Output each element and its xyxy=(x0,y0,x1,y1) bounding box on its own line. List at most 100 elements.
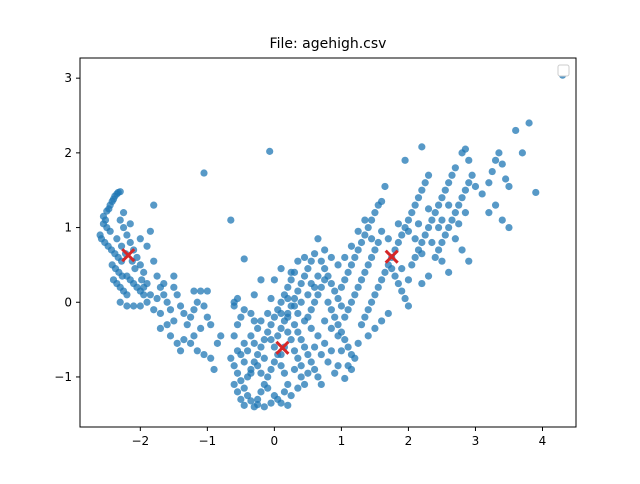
data-point xyxy=(193,298,201,306)
data-point xyxy=(374,283,382,291)
data-point xyxy=(421,231,429,239)
data-point xyxy=(131,265,139,273)
data-point xyxy=(250,291,258,299)
data-point xyxy=(495,149,503,157)
data-point xyxy=(126,238,134,247)
data-point xyxy=(321,317,329,325)
data-point xyxy=(254,324,262,332)
data-point xyxy=(176,302,185,310)
data-point xyxy=(280,388,289,396)
data-point xyxy=(310,298,319,306)
data-point xyxy=(190,306,198,314)
data-point xyxy=(327,324,335,332)
data-point xyxy=(267,321,275,329)
data-point xyxy=(418,250,426,258)
data-point xyxy=(294,354,302,362)
data-point xyxy=(240,306,248,314)
data-point xyxy=(498,160,506,168)
data-point xyxy=(153,294,161,303)
data-point xyxy=(394,238,402,247)
data-point xyxy=(254,395,262,403)
data-point xyxy=(243,392,252,400)
data-point xyxy=(160,279,168,288)
data-point xyxy=(119,209,128,217)
data-point xyxy=(361,313,369,321)
data-point xyxy=(461,145,470,153)
data-point xyxy=(290,347,299,355)
data-point xyxy=(451,209,459,217)
data-point xyxy=(140,283,148,291)
data-point xyxy=(176,347,185,355)
data-point xyxy=(424,223,433,232)
data-point xyxy=(277,362,285,370)
x-tick-label: 0 xyxy=(271,434,279,448)
data-point xyxy=(233,388,242,396)
data-point xyxy=(401,156,409,164)
data-point xyxy=(384,309,392,318)
data-point xyxy=(123,291,131,299)
data-point xyxy=(297,362,305,370)
centroid-layer xyxy=(121,248,399,355)
data-point xyxy=(230,380,238,389)
data-point xyxy=(371,246,379,254)
data-point xyxy=(424,272,433,280)
data-point xyxy=(357,276,366,284)
data-point xyxy=(287,276,295,284)
data-point xyxy=(284,380,292,389)
data-point xyxy=(284,294,292,303)
data-point xyxy=(371,209,379,217)
data-point xyxy=(274,332,282,340)
data-point xyxy=(451,164,459,172)
data-point xyxy=(371,324,379,332)
plot-area-frame xyxy=(79,57,577,428)
data-point xyxy=(237,377,245,385)
data-point xyxy=(270,313,278,321)
data-point xyxy=(458,246,466,254)
data-point xyxy=(361,268,369,276)
data-point xyxy=(260,403,268,411)
data-point xyxy=(498,216,506,224)
data-point xyxy=(284,401,292,409)
data-point xyxy=(264,384,272,392)
data-point xyxy=(367,253,376,262)
centroid-marker xyxy=(275,340,290,355)
data-point xyxy=(304,350,312,359)
data-point xyxy=(294,384,302,392)
data-point xyxy=(434,201,443,209)
points-layer xyxy=(96,71,567,411)
data-point xyxy=(455,220,463,228)
data-point xyxy=(300,380,309,389)
data-point xyxy=(243,347,252,355)
data-point xyxy=(351,291,359,299)
data-point xyxy=(197,287,205,295)
data-point xyxy=(136,261,144,269)
y-tick-label: 1 xyxy=(64,221,72,235)
x-tick-label: −1 xyxy=(198,434,216,448)
data-point xyxy=(341,253,349,262)
data-point xyxy=(287,268,295,276)
data-point xyxy=(421,179,429,187)
data-point xyxy=(438,238,446,247)
data-point xyxy=(327,306,335,314)
data-point xyxy=(441,231,449,239)
data-point xyxy=(267,399,275,407)
data-point xyxy=(431,209,439,217)
data-point xyxy=(525,119,533,127)
data-point xyxy=(378,276,386,284)
data-point xyxy=(428,216,436,224)
data-point xyxy=(351,253,359,262)
data-point xyxy=(505,182,513,191)
data-point xyxy=(367,298,376,306)
data-point xyxy=(270,343,278,351)
data-point xyxy=(247,332,255,340)
data-point xyxy=(264,373,272,381)
data-point xyxy=(294,309,302,318)
centroid-marker xyxy=(121,248,136,263)
data-point xyxy=(230,362,238,370)
data-point xyxy=(284,283,292,291)
data-point xyxy=(485,179,493,187)
data-point xyxy=(367,216,376,224)
data-point xyxy=(277,265,285,273)
data-point xyxy=(354,246,362,254)
data-point xyxy=(488,167,496,176)
